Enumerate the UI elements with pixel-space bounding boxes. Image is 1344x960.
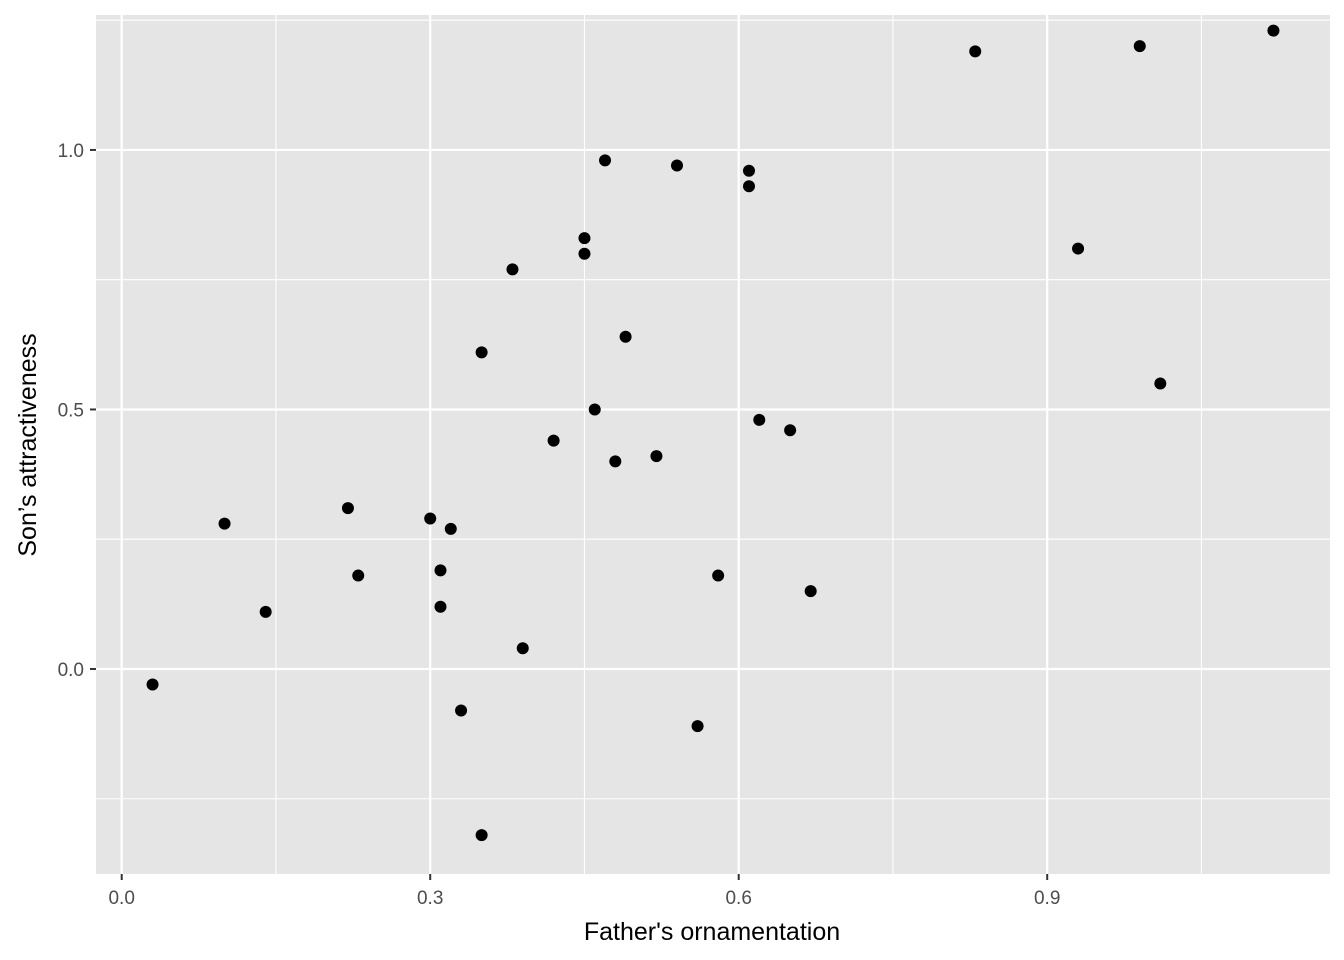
data-point-21 xyxy=(650,450,663,463)
y-axis-ticks: 0.0 0.5 1.0 xyxy=(58,141,96,681)
data-point-1 xyxy=(218,517,231,530)
data-point-18 xyxy=(599,154,612,167)
x-tick-label-3: 0.9 xyxy=(1034,888,1060,909)
x-tick-label-2: 0.6 xyxy=(725,888,751,909)
data-point-26 xyxy=(742,180,755,193)
data-point-29 xyxy=(804,585,817,598)
plot-panel xyxy=(96,15,1330,874)
data-point-23 xyxy=(691,720,704,733)
data-point-20 xyxy=(619,330,632,343)
data-point-2 xyxy=(259,605,272,618)
y-axis-title: Son’s attractiveness xyxy=(14,333,42,556)
minor-gridlines xyxy=(96,15,1330,874)
data-point-12 xyxy=(506,263,519,276)
data-point-10 xyxy=(475,346,488,359)
data-point-13 xyxy=(516,642,529,655)
data-point-34 xyxy=(1267,24,1280,37)
x-tick-label-1: 0.3 xyxy=(417,888,443,909)
x-axis-ticks: 0.0 0.3 0.6 0.9 xyxy=(108,874,1060,909)
x-tick-label-0: 0.0 xyxy=(108,888,134,909)
major-gridlines xyxy=(96,15,1330,874)
data-point-14 xyxy=(547,434,560,447)
data-point-28 xyxy=(784,424,797,437)
data-point-11 xyxy=(475,829,488,842)
y-tick-label-2: 1.0 xyxy=(58,141,84,162)
data-point-17 xyxy=(588,403,601,416)
y-tick-label-1: 0.5 xyxy=(58,400,84,421)
data-point-5 xyxy=(424,512,437,525)
y-tick-label-0: 0.0 xyxy=(58,660,84,681)
data-point-9 xyxy=(455,704,468,717)
data-point-15 xyxy=(578,232,591,245)
data-points xyxy=(146,24,1280,842)
data-point-24 xyxy=(712,569,725,582)
data-point-8 xyxy=(444,522,457,535)
data-point-19 xyxy=(609,455,622,468)
data-point-4 xyxy=(352,569,365,582)
data-point-27 xyxy=(753,413,766,426)
data-point-0 xyxy=(146,678,159,691)
data-point-7 xyxy=(434,600,447,613)
x-axis-title: Father's ornamentation xyxy=(584,918,840,946)
data-point-6 xyxy=(434,564,447,577)
data-point-30 xyxy=(969,45,982,58)
data-point-22 xyxy=(671,159,684,172)
data-point-16 xyxy=(578,247,591,260)
data-point-33 xyxy=(1154,377,1167,390)
data-point-31 xyxy=(1072,242,1085,255)
data-point-25 xyxy=(742,164,755,177)
data-point-3 xyxy=(341,502,354,515)
data-point-32 xyxy=(1133,40,1146,53)
